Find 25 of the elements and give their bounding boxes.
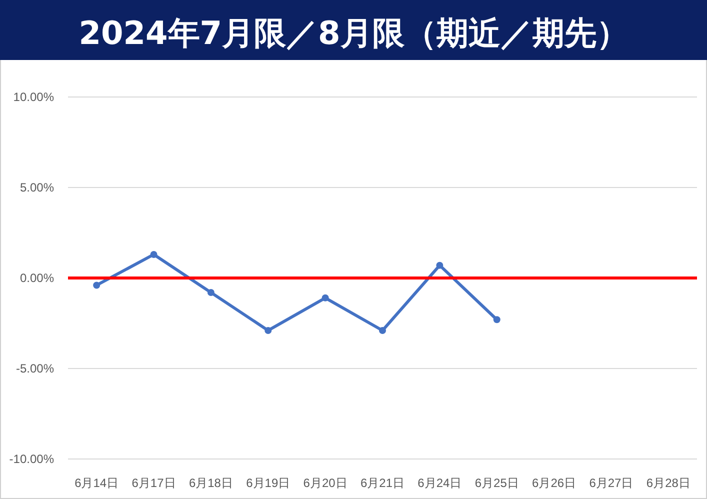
x-tick-label: 6月28日 xyxy=(646,476,690,490)
x-tick-label: 6月17日 xyxy=(132,476,176,490)
x-tick-label: 6月20日 xyxy=(303,476,348,490)
x-tick-label: 6月14日 xyxy=(74,476,119,490)
x-tick-label: 6月21日 xyxy=(360,476,405,490)
chart-title: 2024年7月限／8月限（期近／期先） xyxy=(78,14,628,52)
point xyxy=(322,294,329,302)
x-tick-label: 6月26日 xyxy=(532,476,576,490)
point xyxy=(493,316,500,324)
x-tick-label: 6月19日 xyxy=(246,476,290,490)
x-tick-label: 6月25日 xyxy=(474,476,519,490)
point xyxy=(436,262,444,269)
x-tick-label: 6月18日 xyxy=(188,476,233,490)
y-tick-label: -5.00% xyxy=(16,362,54,376)
y-tick-label: 0.00% xyxy=(20,271,54,285)
y-tick-label: -10.00% xyxy=(9,452,54,466)
point xyxy=(379,326,386,334)
point xyxy=(264,326,272,334)
point xyxy=(207,288,214,296)
y-tick-label: 5.00% xyxy=(20,180,54,194)
point xyxy=(93,282,100,289)
x-tick-label: 6月27日 xyxy=(589,476,634,490)
point xyxy=(150,250,158,258)
y-tick-label: 10.00% xyxy=(13,90,54,104)
x-tick-label: 6月24日 xyxy=(418,476,462,490)
